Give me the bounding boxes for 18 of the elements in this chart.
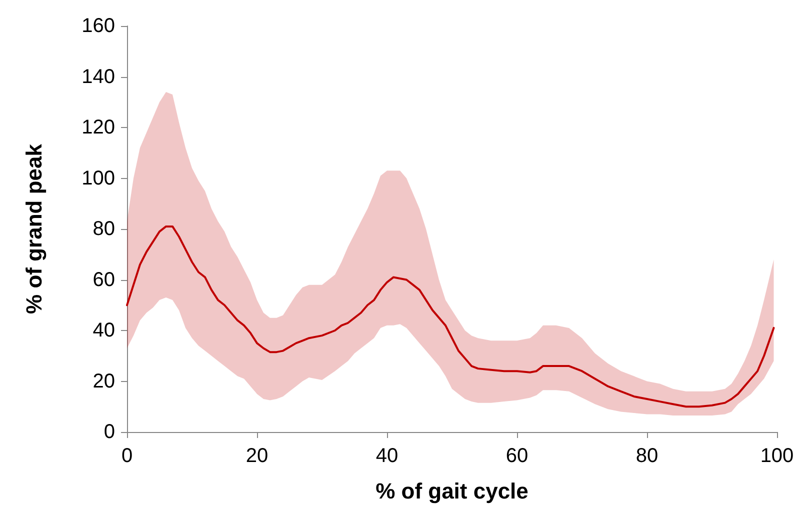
x-tick-label: 60 xyxy=(506,445,528,467)
line-series xyxy=(126,225,775,408)
y-axis-title: % of grand peak xyxy=(22,143,46,314)
y-tick-label: 120 xyxy=(82,116,115,138)
y-tick-label: 140 xyxy=(82,66,115,88)
y-tick-label: 20 xyxy=(92,370,115,392)
y-tick-label: 100 xyxy=(82,167,115,190)
x-tick-label: 80 xyxy=(636,445,658,467)
y-tick-label: 160 xyxy=(82,15,115,37)
x-tick-label: 20 xyxy=(246,445,268,467)
y-tick-label: 60 xyxy=(92,268,115,291)
x-tick-label: 40 xyxy=(376,445,398,467)
y-tick-label: 0 xyxy=(104,421,115,443)
x-tick-label: 0 xyxy=(121,445,133,467)
y-tick-label: 80 xyxy=(92,218,115,240)
x-axis-title: % of gait cycle xyxy=(376,478,528,504)
y-tick-label: 40 xyxy=(92,320,115,342)
x-tick-label: 100 xyxy=(760,445,794,467)
